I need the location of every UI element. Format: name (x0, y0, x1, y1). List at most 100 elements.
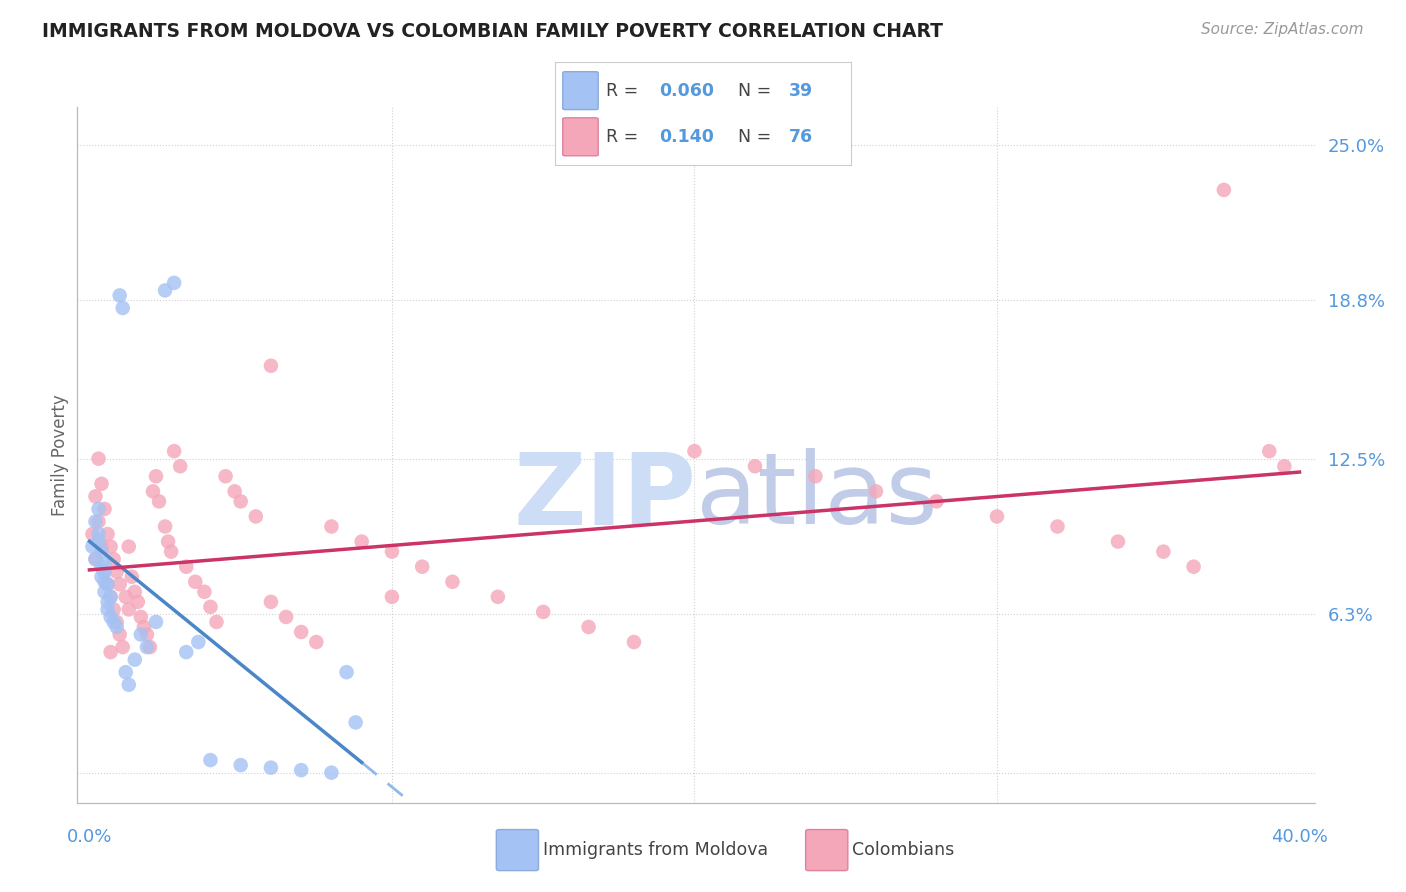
Point (100, 645, 122, 659)
Point (100, 590, 122, 604)
Text: 0.0%: 0.0% (66, 828, 112, 846)
Point (114, 590, 136, 604)
Point (103, 615, 125, 629)
Point (139, 640, 162, 654)
FancyBboxPatch shape (562, 118, 598, 156)
Point (1182, 559, 1205, 574)
Point (381, 544, 404, 558)
Point (108, 288, 131, 302)
Text: ZIP: ZIP (513, 448, 696, 545)
Point (260, 595, 283, 609)
Point (82, 527, 104, 541)
Point (193, 584, 215, 599)
Point (153, 519, 176, 533)
Point (84, 489, 107, 503)
Point (344, 715, 367, 730)
Point (129, 610, 152, 624)
Point (100, 540, 122, 554)
Point (132, 620, 155, 634)
Point (153, 284, 176, 298)
Text: R =: R = (606, 128, 644, 145)
Point (87, 534, 110, 549)
Text: 0.140: 0.140 (658, 128, 714, 145)
Point (1258, 444, 1281, 458)
Text: R =: R = (606, 82, 644, 100)
Point (187, 635, 209, 649)
Point (142, 484, 165, 499)
Point (105, 565, 128, 579)
Point (1107, 534, 1129, 549)
Point (260, 761, 283, 775)
Point (214, 469, 236, 483)
Point (90, 559, 112, 574)
Point (108, 577, 131, 591)
Point (121, 570, 143, 584)
Point (118, 678, 141, 692)
Point (100, 590, 122, 604)
Point (163, 276, 186, 290)
Point (114, 665, 136, 680)
Text: 76: 76 (789, 128, 813, 145)
Point (105, 620, 128, 634)
Point (129, 627, 152, 641)
Point (160, 544, 183, 558)
Point (245, 509, 267, 524)
Point (321, 765, 343, 780)
Point (111, 301, 134, 315)
Point (184, 574, 207, 589)
Text: atlas: atlas (696, 448, 938, 545)
Point (229, 758, 252, 772)
Point (350, 534, 373, 549)
Point (169, 459, 191, 474)
Point (163, 444, 186, 458)
Point (623, 635, 645, 649)
Point (174, 559, 197, 574)
Point (1152, 544, 1174, 558)
Point (145, 469, 167, 483)
Point (97, 577, 120, 591)
Point (84, 552, 107, 566)
Point (103, 552, 125, 566)
Point (290, 763, 312, 777)
Point (321, 519, 343, 533)
Point (97, 527, 120, 541)
Point (97, 602, 120, 616)
Point (531, 605, 554, 619)
Point (108, 627, 131, 641)
Point (127, 595, 149, 609)
Point (84, 515, 107, 529)
Text: N =: N = (738, 82, 778, 100)
Point (82, 540, 104, 554)
Point (87, 527, 110, 541)
Point (87, 515, 110, 529)
Point (1212, 183, 1234, 197)
Point (486, 590, 509, 604)
Point (148, 494, 170, 508)
Text: N =: N = (738, 128, 778, 145)
Point (87, 502, 110, 516)
Point (90, 540, 112, 554)
Point (93, 574, 115, 589)
FancyBboxPatch shape (496, 830, 538, 871)
Point (84, 552, 107, 566)
Text: 0.060: 0.060 (658, 82, 714, 100)
Y-axis label: Family Poverty: Family Poverty (51, 394, 69, 516)
Point (97, 595, 120, 609)
Point (103, 602, 125, 616)
Point (578, 620, 600, 634)
Point (157, 534, 180, 549)
Point (335, 665, 357, 680)
Point (274, 610, 297, 624)
Point (145, 615, 167, 629)
Point (224, 484, 246, 499)
Point (93, 565, 115, 579)
Point (804, 469, 827, 483)
Point (90, 544, 112, 558)
Point (100, 610, 122, 624)
Text: Immigrants from Moldova: Immigrants from Moldova (543, 841, 768, 859)
Point (200, 753, 222, 767)
Point (305, 635, 328, 649)
Point (290, 625, 312, 640)
Point (744, 459, 766, 474)
Point (105, 615, 128, 629)
